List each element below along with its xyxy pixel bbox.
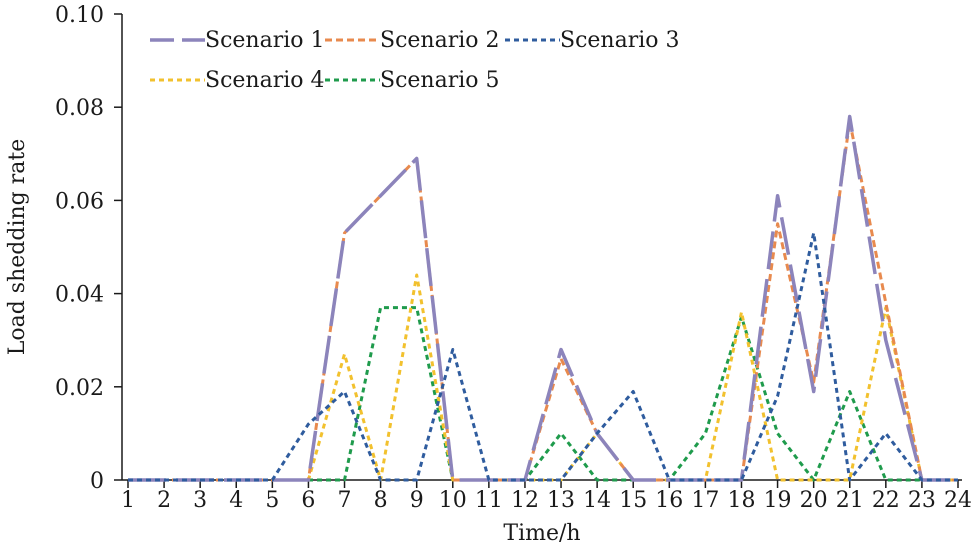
series-layer — [128, 114, 958, 482]
x-tick-label: 22 — [872, 488, 900, 513]
x-tick-label: 16 — [655, 488, 683, 513]
series-line-1 — [128, 114, 958, 482]
y-tick-label: 0.08 — [55, 96, 104, 121]
x-tick-label: 5 — [265, 488, 279, 513]
x-tick-label: 2 — [157, 488, 171, 513]
y-tick-label: 0 — [90, 469, 104, 494]
x-tick-label: 8 — [374, 488, 388, 513]
series-line-2 — [128, 119, 958, 482]
y-axis-label: Load shedding rate — [5, 139, 30, 355]
x-tick-label: 9 — [410, 488, 424, 513]
series-line-4 — [128, 273, 958, 482]
x-tick-label: 12 — [511, 488, 539, 513]
x-tick-label: 21 — [836, 488, 864, 513]
x-tick-label: 3 — [193, 488, 207, 513]
x-tick-label: 6 — [301, 488, 315, 513]
x-tick-label: 10 — [439, 488, 467, 513]
series-line-5 — [128, 306, 958, 482]
legend-label: Scenario 5 — [380, 68, 500, 93]
x-axis-label: Time/h — [503, 521, 580, 546]
series-line-3 — [128, 231, 958, 482]
legend-label: Scenario 1 — [205, 28, 325, 53]
x-tick-label: 11 — [475, 488, 503, 513]
x-tick-label: 15 — [619, 488, 647, 513]
x-tick-label: 7 — [338, 488, 352, 513]
y-tick-label: 0.04 — [55, 283, 104, 308]
x-ticks: 1 2 3 4 5 6 7 8 9 10 11 12 13 14 15 16 17 18 19 20 21 22 23 24 — [121, 480, 972, 513]
y-tick-label: 0.06 — [55, 189, 104, 214]
legend-label: Scenario 4 — [205, 68, 325, 93]
legend-label: Scenario 3 — [560, 28, 680, 53]
x-tick-label: 4 — [229, 488, 243, 513]
x-tick-label: 14 — [583, 488, 611, 513]
y-tick-label: 0.02 — [55, 376, 104, 401]
y-ticks: 0 0.02 0.04 0.06 0.08 0.10 — [55, 3, 122, 494]
legend: Scenario 1 Scenario 2 Scenario 3 Scenario 4… — [150, 28, 680, 93]
x-tick-label: 1 — [121, 488, 135, 513]
y-tick-label: 0.10 — [55, 3, 104, 28]
x-tick-label: 18 — [727, 488, 755, 513]
x-tick-label: 17 — [691, 488, 719, 513]
legend-label: Scenario 2 — [380, 28, 500, 53]
x-tick-label: 20 — [800, 488, 828, 513]
x-tick-label: 13 — [547, 488, 575, 513]
x-tick-label: 23 — [908, 488, 936, 513]
x-tick-label: 24 — [944, 488, 972, 513]
x-tick-label: 19 — [764, 488, 792, 513]
